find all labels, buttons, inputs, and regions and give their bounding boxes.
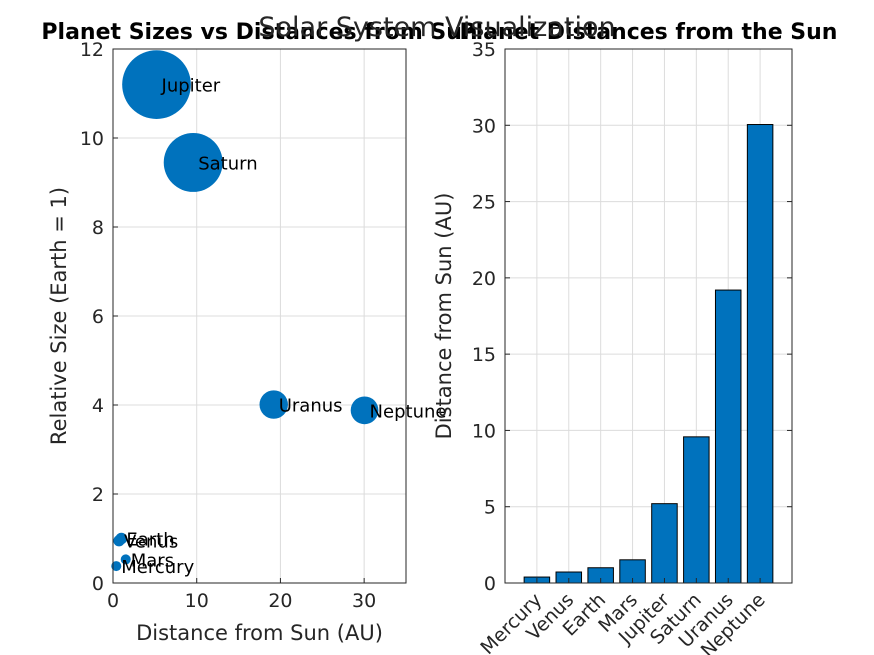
scatter-point-label: Mars xyxy=(131,550,174,571)
scatter-ticks: 0 10 20 30 0 2 4 6 8 10 12 xyxy=(80,39,376,612)
bar-neptune xyxy=(746,124,774,584)
scatter-point-label: Saturn xyxy=(198,153,257,174)
bar-y-tick-label: 25 xyxy=(472,192,496,214)
scatter-x-tick-label: 0 xyxy=(107,590,119,612)
bar-y-tick-label: 0 xyxy=(484,573,496,595)
bar-y-tick-label: 5 xyxy=(484,497,496,519)
scatter-xlabel: Distance from Sun (AU) xyxy=(136,621,383,645)
scatter-point-mars xyxy=(120,554,131,565)
scatter-point-label: Venus xyxy=(124,532,178,553)
scatter-point-jupiter xyxy=(122,50,191,119)
bar-title: Planet Distances from the Sun xyxy=(460,20,838,45)
bar-ticks: 05101520253035MercuryVenusEarthMarsJupit… xyxy=(472,39,792,655)
scatter-y-tick-label: 10 xyxy=(80,128,104,150)
scatter-grid xyxy=(112,48,406,584)
scatter-point-neptune xyxy=(350,396,379,425)
figure-suptitle: Solar System Visualization xyxy=(258,12,615,43)
bar-y-tick-label: 20 xyxy=(472,268,496,290)
scatter-point-uranus xyxy=(259,390,288,419)
scatter-title: Planet Sizes vs Distances from Sun xyxy=(41,20,477,45)
bar-saturn xyxy=(683,436,710,584)
bar-chart: 05101520253035MercuryVenusEarthMarsJupit… xyxy=(432,20,837,655)
bar-series xyxy=(523,124,774,584)
scatter-markers xyxy=(111,50,379,572)
bar-jupiter xyxy=(651,503,678,584)
scatter-point-label: Uranus xyxy=(279,396,343,417)
bar-uranus xyxy=(714,289,742,584)
scatter-point-earth xyxy=(115,532,128,545)
scatter-point-saturn xyxy=(163,133,223,192)
bar-axes-box xyxy=(504,48,793,584)
scatter-point-label: Jupiter xyxy=(161,76,221,97)
bar-y-tick-label: 35 xyxy=(472,39,496,61)
scatter-y-tick-label: 12 xyxy=(80,39,104,61)
scatter-point-label: Neptune xyxy=(370,401,447,422)
scatter-y-tick-label: 6 xyxy=(92,306,104,328)
scatter-point-label: Earth xyxy=(126,530,174,551)
scatter-point-label: Mercury xyxy=(121,557,194,578)
scatter-y-tick-label: 2 xyxy=(92,484,104,506)
scatter-ylabel: Relative Size (Earth = 1) xyxy=(47,187,71,445)
scatter-y-tick-label: 8 xyxy=(92,217,104,239)
scatter-x-tick-label: 20 xyxy=(268,590,292,612)
bar-ylabel: Distance from Sun (AU) xyxy=(432,193,456,440)
scatter-point-mercury xyxy=(111,561,122,572)
scatter-x-tick-label: 10 xyxy=(185,590,209,612)
bar-y-tick-label: 10 xyxy=(472,420,496,442)
scatter-x-tick-label: 30 xyxy=(352,590,376,612)
bar-y-tick-label: 15 xyxy=(472,344,496,366)
scatter-y-tick-label: 0 xyxy=(92,573,104,595)
bar-y-tick-label: 30 xyxy=(472,115,496,137)
scatter-y-tick-label: 4 xyxy=(92,395,104,417)
